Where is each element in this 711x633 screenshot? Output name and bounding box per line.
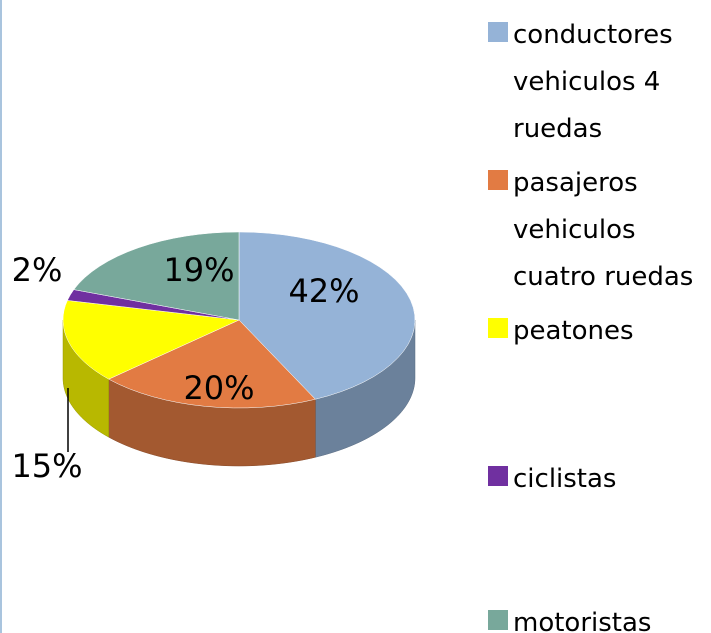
data-label: 42% [288, 272, 359, 310]
data-label: 15% [11, 447, 82, 485]
legend-label: ciclistas [513, 464, 617, 494]
legend-label: peatones [513, 316, 634, 346]
legend-swatch [488, 610, 508, 630]
data-label: 2% [12, 251, 63, 289]
legend-swatch [488, 466, 508, 486]
pie-slice [238, 231, 416, 400]
legend-label: pasajeros vehiculos cuatro ruedas [513, 168, 694, 292]
data-label: 20% [183, 369, 254, 407]
legend-swatch [488, 170, 508, 190]
pie-area: 42% 20% 15% 2% 19% [11, 231, 416, 485]
legend-item: motoristas [488, 600, 711, 633]
legend-label: motoristas [513, 608, 652, 633]
data-label: 19% [163, 251, 234, 289]
legend-swatch [488, 22, 508, 42]
legend-item: conductores vehiculos 4 ruedas [488, 12, 711, 153]
pie-slice [108, 319, 316, 409]
pie-slice [73, 231, 240, 321]
legend-item: ciclistas [488, 456, 711, 503]
legend-swatch [488, 318, 508, 338]
legend-item: peatones [488, 308, 711, 355]
legend-item: pasajeros vehiculos cuatro ruedas [488, 160, 711, 301]
legend-label: conductores vehiculos 4 ruedas [513, 20, 673, 144]
pie-slice [62, 300, 240, 380]
